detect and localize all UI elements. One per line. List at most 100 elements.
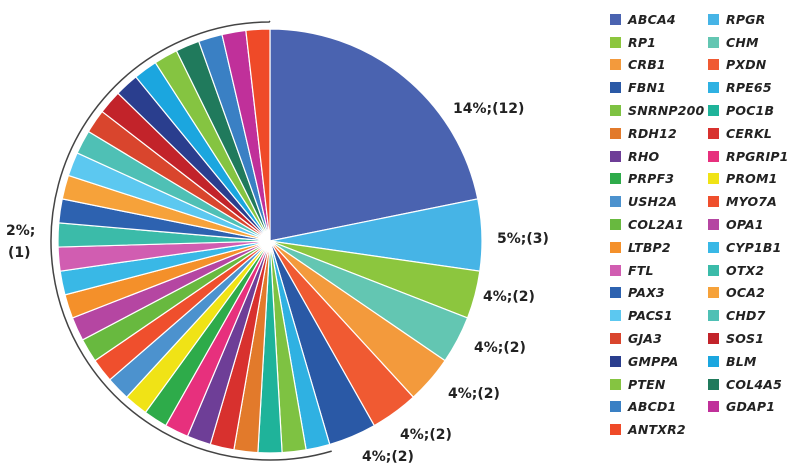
legend-item-prpf3: PRPF3 [610,168,708,191]
legend-item-crb1: CRB1 [610,54,708,77]
legend-swatch [610,219,621,231]
legend-swatch [610,401,621,413]
slice-label-crb1: 4%;(2) [448,386,500,402]
legend-item-pten: PTEN [610,373,708,396]
legend-swatch [610,264,621,276]
legend-item-ush2a: USH2A [610,190,708,213]
legend-swatch [708,241,719,253]
legend-swatch [610,424,621,436]
legend: ABCA4 RPGR RP1 CHM CRB1 PXDN FBN1 RPE65 SNRNP200… [610,8,800,441]
legend-label: CERKL [726,125,772,141]
legend-label: FBN1 [628,80,667,96]
pie-slices [57,28,483,454]
legend-label: MYO7A [726,194,778,210]
legend-item-blm: BLM [708,350,800,373]
legend-swatch [610,150,621,162]
legend-label: FTL [628,262,654,278]
legend-label: POC1B [726,103,775,119]
legend-label: CHM [726,34,759,50]
legend-item-rdh12: RDH12 [610,122,708,145]
legend-item-chm: CHM [708,31,800,54]
legend-item-snrnp200: SNRNP200 [610,99,708,122]
legend-label: ABCA4 [628,11,676,27]
single-case-bracket [50,20,332,461]
legend-swatch [610,355,621,367]
legend-label: GJA3 [628,331,663,347]
legend-label: RP1 [628,34,657,50]
legend-item-myo7a: MYO7A [708,190,800,213]
legend-item-gmppa: GMPPA [610,350,708,373]
legend-label: PRPF3 [628,171,675,187]
legend-label: RDH12 [628,125,677,141]
legend-item-cerkl: CERKL [708,122,800,145]
legend-item-oca2: OCA2 [708,282,800,305]
legend-label: USH2A [628,194,677,210]
legend-label: ABCD1 [628,399,677,415]
legend-swatch [610,173,621,185]
legend-swatch [708,378,719,390]
legend-swatch [708,36,719,48]
legend-swatch [708,310,719,322]
legend-item-poc1b: POC1B [708,99,800,122]
legend-label: ANTXR2 [628,422,686,438]
legend-item-gdap1: GDAP1 [708,396,800,419]
legend-label: GMPPA [628,353,679,369]
legend-swatch [708,82,719,94]
legend-swatch [708,355,719,367]
legend-label: SNRNP200 [628,103,705,119]
legend-label: OTX2 [726,262,765,278]
legend-swatch [610,241,621,253]
legend-swatch [708,401,719,413]
legend-swatch [708,333,719,345]
legend-swatch [610,13,621,25]
legend-label: CHD7 [726,308,766,324]
legend-swatch [610,82,621,94]
legend-swatch [610,287,621,299]
legend-swatch [708,59,719,71]
legend-item-rpe65: RPE65 [708,76,800,99]
legend-label: RPGR [726,11,766,27]
legend-item-sos1: SOS1 [708,327,800,350]
legend-swatch [610,59,621,71]
legend-item-pxdn: PXDN [708,54,800,77]
legend-label: PACS1 [628,308,673,324]
legend-label: PAX3 [628,285,665,301]
slice-label-abca4: 14%;(12) [453,101,524,117]
legend-label: CYP1B1 [726,239,782,255]
legend-swatch [610,196,621,208]
legend-item-prom1: PROM1 [708,168,800,191]
legend-label: CRB1 [628,57,666,73]
legend-swatch [708,13,719,25]
legend-label: RHO [628,148,660,164]
legend-item-col4a5: COL4A5 [708,373,800,396]
legend-item-rpgr: RPGR [708,8,800,31]
legend-swatch [610,378,621,390]
legend-label: COL2A1 [628,217,685,233]
legend-label: PTEN [628,376,666,392]
legend-swatch [708,150,719,162]
data-labels: 14%;(12) 5%;(3) 4%;(2) 4%;(2) 4%;(2) 4%;(2) 4%… [362,101,549,465]
legend-item-rho: RHO [610,145,708,168]
pie-slice-antxr2 [245,28,271,242]
legend-item-opa1: OPA1 [708,213,800,236]
slice-label-rpgr: 5%;(3) [497,231,549,247]
legend-item-antxr2: ANTXR2 [610,418,708,441]
bracket-label-bottom: (1) [8,245,31,261]
legend-label: SOS1 [726,331,765,347]
legend-swatch [610,127,621,139]
legend-item-rp1: RP1 [610,31,708,54]
slice-label-fbn1: 4%;(2) [362,449,414,465]
slice-label-pxdn: 4%;(2) [400,427,452,443]
legend-label: OPA1 [726,217,764,233]
legend-swatch [610,36,621,48]
legend-label: LTBP2 [628,239,671,255]
legend-label: BLM [726,353,757,369]
legend-item-abcd1: ABCD1 [610,396,708,419]
legend-label: OCA2 [726,285,765,301]
legend-swatch [708,127,719,139]
legend-swatch [610,333,621,345]
legend-swatch [610,310,621,322]
legend-label: RPE65 [726,80,772,96]
legend-item-abca4: ABCA4 [610,8,708,31]
legend-swatch [708,173,719,185]
